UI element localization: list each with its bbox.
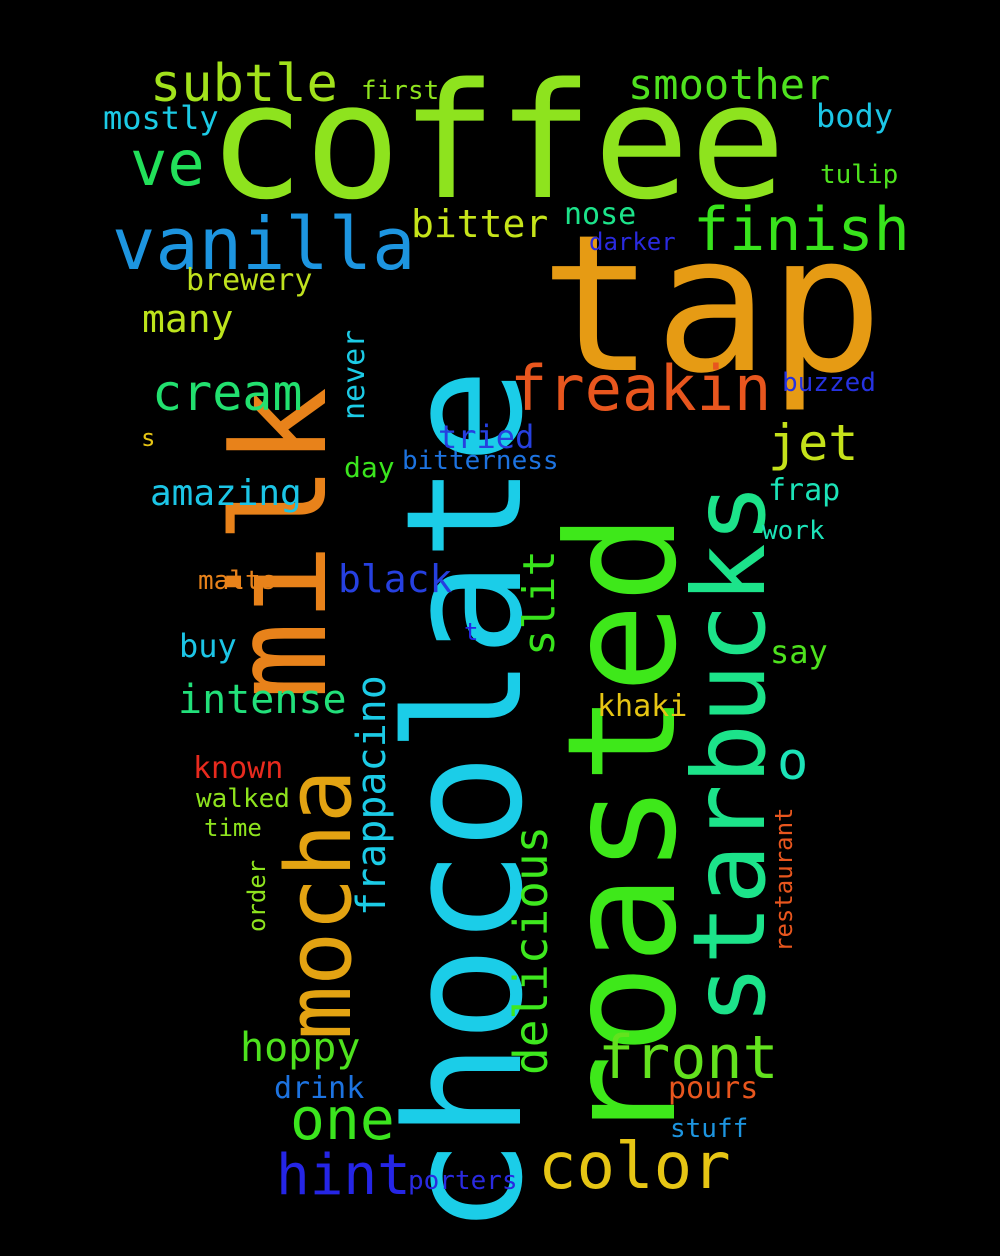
- word-drink: drink: [274, 1071, 365, 1106]
- word-work: work: [762, 516, 825, 546]
- word-first: first: [361, 76, 440, 106]
- word-restaurant: restaurant: [770, 807, 798, 953]
- word-one: one: [290, 1085, 395, 1153]
- word-many: many: [142, 297, 234, 341]
- word-buzzed: buzzed: [782, 368, 876, 398]
- word-nose: nose: [564, 197, 637, 232]
- word-darker: darker: [589, 228, 676, 256]
- word-intense: intense: [178, 677, 347, 723]
- word-chocolate: chocolate: [371, 368, 558, 1235]
- word-known: known: [193, 751, 284, 786]
- word-coffee: coffee: [208, 48, 786, 235]
- word-black: black: [338, 557, 453, 601]
- word-amazing: amazing: [150, 473, 302, 514]
- word-smoother: smoother: [628, 60, 831, 109]
- word-freakin: freakin: [510, 352, 772, 425]
- word-time: time: [204, 814, 262, 842]
- word-pours: pours: [668, 1071, 759, 1106]
- word-day: day: [344, 451, 395, 484]
- word-o: o: [777, 732, 809, 792]
- word-tap: tap: [540, 194, 884, 415]
- word-bitter: bitter: [411, 202, 549, 246]
- word-hint: hint: [276, 1143, 411, 1208]
- word-ve: ve: [130, 127, 205, 200]
- word-front: front: [598, 1023, 779, 1093]
- word-t: t: [464, 618, 479, 646]
- word-tulip: tulip: [820, 160, 899, 190]
- word-mostly: mostly: [103, 99, 219, 137]
- word-walked: walked: [196, 784, 290, 814]
- word-bitterness: bitterness: [402, 446, 559, 476]
- word-malts: malts: [198, 566, 277, 596]
- word-brewery: brewery: [186, 263, 313, 298]
- word-starbucks: starbucks: [671, 483, 788, 1025]
- word-subtle: subtle: [150, 54, 338, 114]
- word-slit: slit: [514, 550, 565, 656]
- word-khaki: khaki: [597, 689, 688, 724]
- word-tried: tried: [438, 418, 535, 456]
- word-vanilla: vanilla: [112, 202, 416, 286]
- word-s: s: [141, 424, 156, 452]
- word-porters: porters: [408, 1166, 518, 1196]
- word-hoppy: hoppy: [240, 1025, 361, 1071]
- word-delicious: delicious: [504, 825, 558, 1075]
- word-say: say: [770, 633, 828, 671]
- word-order: order: [243, 859, 271, 932]
- word-cream: cream: [152, 364, 303, 422]
- word-frap: frap: [768, 473, 841, 508]
- word-jet: jet: [768, 414, 859, 472]
- word-stuff: stuff: [670, 1114, 749, 1144]
- word-frappacino: frappacino: [349, 675, 395, 916]
- word-finish: finish: [693, 195, 910, 265]
- word-color: color: [538, 1130, 731, 1204]
- word-body: body: [816, 97, 894, 135]
- word-never: never: [337, 329, 372, 420]
- word-buy: buy: [179, 627, 237, 665]
